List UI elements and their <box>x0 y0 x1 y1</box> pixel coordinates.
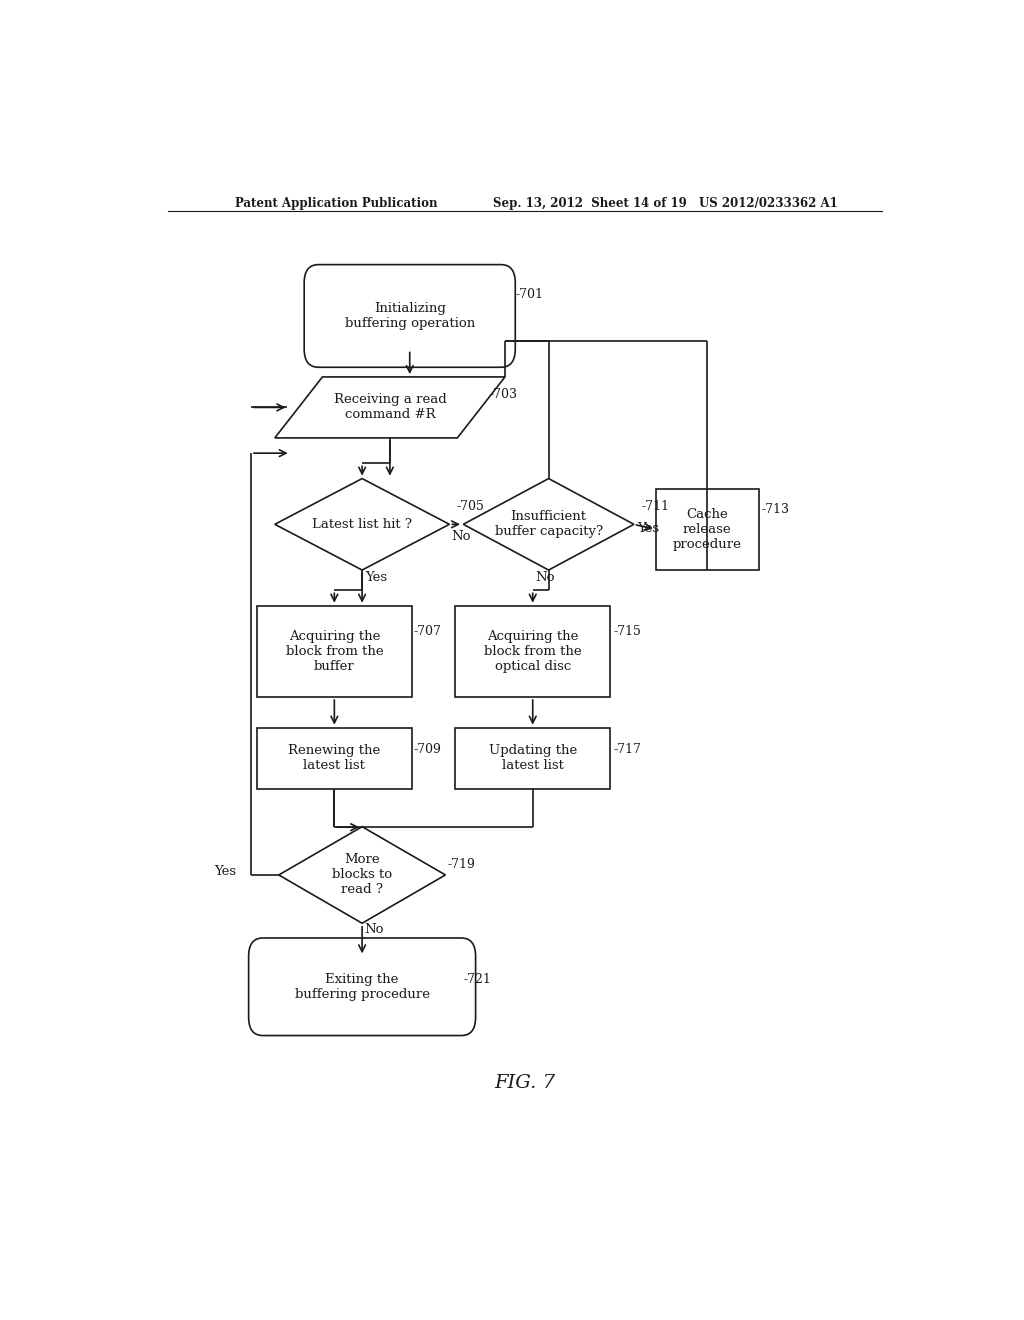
Text: Updating the
latest list: Updating the latest list <box>488 744 577 772</box>
Text: Insufficient
buffer capacity?: Insufficient buffer capacity? <box>495 511 603 539</box>
Text: Patent Application Publication: Patent Application Publication <box>236 197 437 210</box>
Text: -705: -705 <box>457 499 484 512</box>
Bar <box>456 606 610 697</box>
Text: More
blocks to
read ?: More blocks to read ? <box>332 854 392 896</box>
Text: -721: -721 <box>464 973 492 986</box>
Text: -711: -711 <box>641 499 670 512</box>
Text: Exiting the
buffering procedure: Exiting the buffering procedure <box>295 973 430 1001</box>
Text: Sep. 13, 2012  Sheet 14 of 19: Sep. 13, 2012 Sheet 14 of 19 <box>494 197 687 210</box>
Bar <box>257 727 412 788</box>
Text: No: No <box>365 923 384 936</box>
Text: Initializing
buffering operation: Initializing buffering operation <box>345 302 475 330</box>
Text: Yes: Yes <box>637 521 658 535</box>
Text: -707: -707 <box>414 624 441 638</box>
Text: No: No <box>452 531 471 544</box>
Text: -701: -701 <box>515 288 544 301</box>
FancyBboxPatch shape <box>304 264 515 367</box>
Text: -703: -703 <box>489 388 517 401</box>
Text: No: No <box>536 572 555 583</box>
Text: -715: -715 <box>613 624 642 638</box>
Text: Latest list hit ?: Latest list hit ? <box>312 517 412 531</box>
Text: -713: -713 <box>761 503 790 516</box>
Text: Yes: Yes <box>366 572 387 583</box>
Bar <box>655 488 759 570</box>
Text: Cache
release
procedure: Cache release procedure <box>673 508 741 550</box>
Text: -719: -719 <box>447 858 476 871</box>
Text: Acquiring the
block from the
optical disc: Acquiring the block from the optical dis… <box>484 630 582 673</box>
Text: FIG. 7: FIG. 7 <box>495 1074 555 1093</box>
Text: Acquiring the
block from the
buffer: Acquiring the block from the buffer <box>286 630 383 673</box>
Text: Receiving a read
command #R: Receiving a read command #R <box>334 393 446 421</box>
Polygon shape <box>463 479 634 570</box>
Polygon shape <box>279 826 445 923</box>
Bar <box>456 727 610 788</box>
Text: -709: -709 <box>414 743 441 756</box>
Bar <box>257 606 412 697</box>
Polygon shape <box>274 378 505 438</box>
FancyBboxPatch shape <box>249 939 475 1036</box>
Text: Yes: Yes <box>214 866 236 878</box>
Text: US 2012/0233362 A1: US 2012/0233362 A1 <box>699 197 838 210</box>
Text: Renewing the
latest list: Renewing the latest list <box>288 744 381 772</box>
Text: -717: -717 <box>613 743 642 756</box>
Polygon shape <box>274 479 450 570</box>
